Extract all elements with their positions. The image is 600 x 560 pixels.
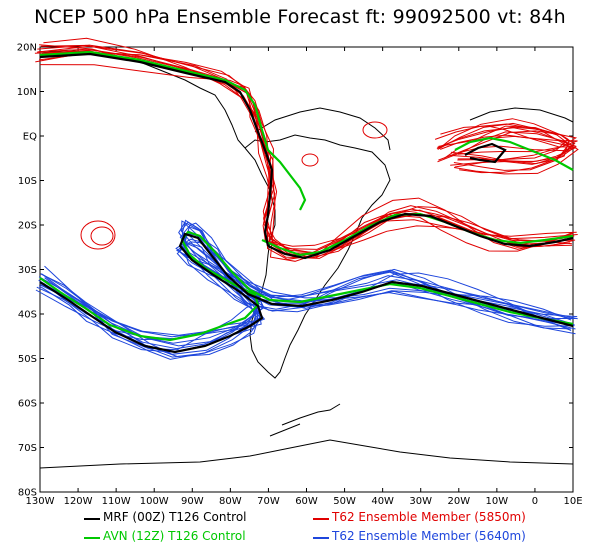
blue-member-contour (44, 222, 572, 351)
red-member-contour (39, 52, 577, 247)
lat-label: EQ (23, 132, 37, 143)
lon-label: 60W (295, 496, 318, 507)
axis-ticks (39, 46, 574, 493)
blue-member-contour (36, 241, 576, 358)
mrf-5850-south (267, 212, 574, 260)
lon-label: 120W (64, 496, 93, 507)
red-member-contour (36, 45, 576, 254)
blue-ensemble-contours (35, 219, 578, 360)
lat-label: 80S (18, 488, 37, 499)
blue-member-contour (40, 220, 576, 336)
mrf-5640 (39, 232, 574, 354)
lat-label: 40S (18, 310, 37, 321)
longitude-labels: 130W 120W 110W 100W 90W 80W 70W 60W 50W 40W 30W 20W… (26, 496, 583, 507)
blue-member-contour (44, 241, 570, 360)
lat-label: 70S (18, 443, 37, 454)
lon-label: 0 (532, 496, 538, 507)
lat-label: 30S (18, 265, 37, 276)
map-title: NCEP 500 hPa Ensemble Forecast ft: 99092… (34, 6, 566, 28)
antarctica-coast (39, 439, 574, 469)
map-frame (39, 46, 574, 493)
africa-coast (469, 107, 574, 123)
lat-label: 50S (18, 354, 37, 365)
lon-label: 90W (181, 496, 204, 507)
red-member-contour (34, 49, 573, 256)
avn-control-contours (39, 50, 574, 342)
lon-label: 20W (447, 496, 470, 507)
red-ensemble-contours (34, 37, 579, 262)
lat-label: 60S (18, 399, 37, 410)
avn-5640 (39, 230, 574, 342)
lon-label: 30W (409, 496, 432, 507)
lon-label: 10W (486, 496, 509, 507)
red-member-contour (443, 125, 570, 171)
lon-label: 70W (257, 496, 280, 507)
lat-label: 10S (18, 176, 37, 187)
lat-label: 20N (17, 43, 37, 54)
avn-5850-north (39, 50, 307, 211)
red-member-contour (437, 131, 579, 175)
lon-label: 80W (219, 496, 242, 507)
lon-label: 50W (333, 496, 356, 507)
mrf-control-contours (39, 52, 574, 354)
antarctic-peninsula (269, 403, 341, 437)
red-closed-contour (90, 226, 114, 246)
south-america-coast (244, 134, 391, 379)
lon-label: 100W (140, 496, 169, 507)
avn-5850-africa (454, 136, 574, 171)
lat-label: 20S (18, 221, 37, 232)
lon-label: 130W (26, 496, 55, 507)
blue-member-contour (41, 226, 578, 344)
red-member-contour (35, 51, 572, 254)
lon-label: 40W (371, 496, 394, 507)
red-member-contour (434, 123, 578, 155)
latitude-labels: 20N 10N EQ 10S 20S 30S 40S 50S 60S 70S 80S (17, 43, 37, 499)
blue-member-contour (39, 242, 569, 358)
red-closed-contour (362, 121, 388, 139)
lon-label: 110W (102, 496, 131, 507)
lat-label: 10N (17, 87, 37, 98)
lon-label: 10E (563, 496, 582, 507)
mrf-5850-north (39, 52, 274, 247)
mrf-5850-africa (464, 142, 507, 164)
red-member-contour (437, 126, 569, 161)
red-closed-contour (301, 153, 319, 167)
red-closed-contour (80, 220, 116, 250)
coastlines (39, 49, 574, 469)
caribbean-coast (254, 107, 391, 151)
red-member-contour (43, 37, 573, 259)
